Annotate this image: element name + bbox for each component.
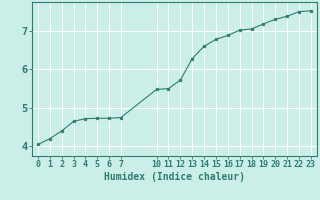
X-axis label: Humidex (Indice chaleur): Humidex (Indice chaleur)	[104, 172, 245, 182]
